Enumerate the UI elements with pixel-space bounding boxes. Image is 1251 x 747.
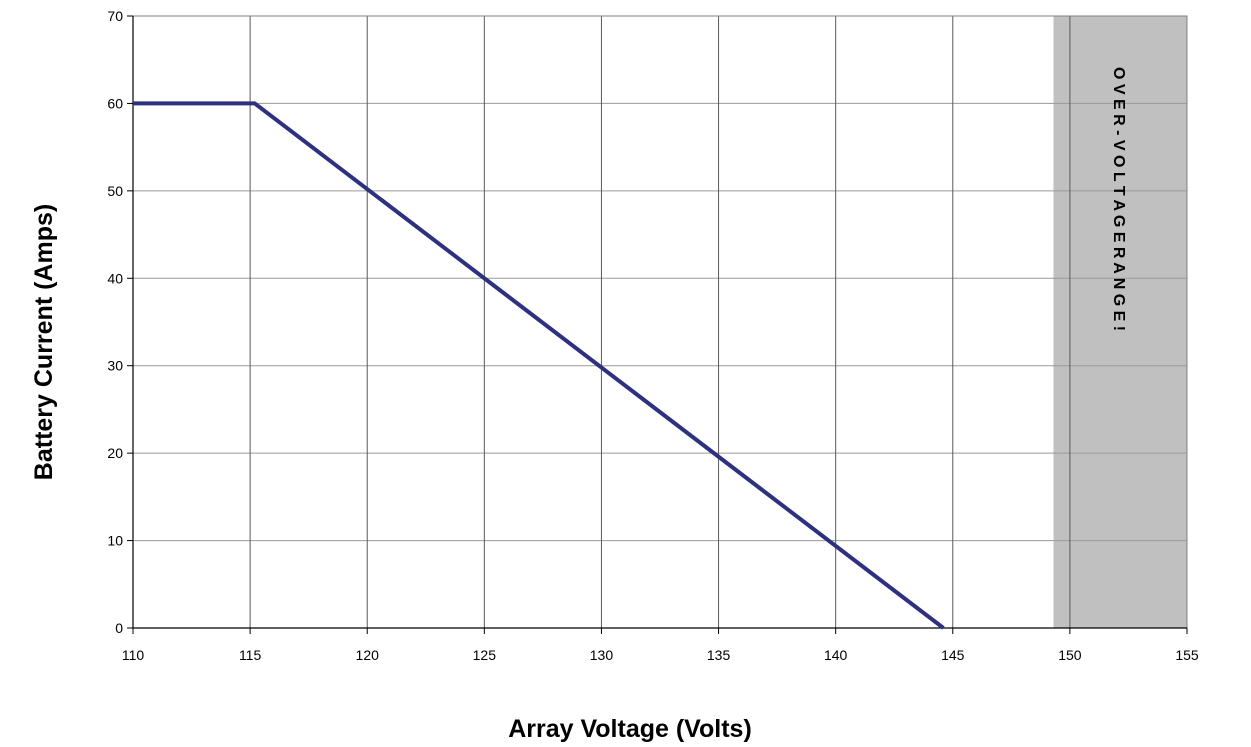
over-voltage-label: O V E R - V O L T A G E R A N G E !	[1110, 67, 1127, 331]
y-tick-label-70: 70	[107, 8, 123, 24]
x-tick-label-140: 140	[824, 647, 848, 663]
plot-area: 0 10 20 30 40 50 60 70 110 115 120 125 130 135 140 145 1…	[107, 8, 1198, 663]
over-voltage-region	[1053, 16, 1187, 628]
x-tick-label-125: 125	[473, 647, 497, 663]
y-axis-title: Battery Current (Amps)	[30, 204, 58, 480]
y-tick-label-40: 40	[107, 270, 123, 286]
x-tick-label-155: 155	[1175, 647, 1199, 663]
x-axis-title: Array Voltage (Volts)	[508, 715, 752, 743]
y-tick-label-30: 30	[107, 358, 123, 374]
y-tick-label-50: 50	[107, 183, 123, 199]
x-tick-label-135: 135	[707, 647, 731, 663]
x-tick-label-130: 130	[590, 647, 614, 663]
x-tick-label-120: 120	[356, 647, 380, 663]
y-tick-label-0: 0	[115, 620, 123, 636]
x-tick-label-145: 145	[941, 647, 965, 663]
x-tick-label-150: 150	[1058, 647, 1082, 663]
y-tick-label-60: 60	[107, 95, 123, 111]
x-tick-label-110: 110	[122, 647, 145, 663]
y-tick-label-10: 10	[107, 533, 123, 549]
plot-border	[132, 15, 1188, 629]
x-tick-label-115: 115	[239, 647, 262, 663]
y-tick-label-20: 20	[107, 445, 123, 461]
series-line-0	[133, 101, 945, 630]
